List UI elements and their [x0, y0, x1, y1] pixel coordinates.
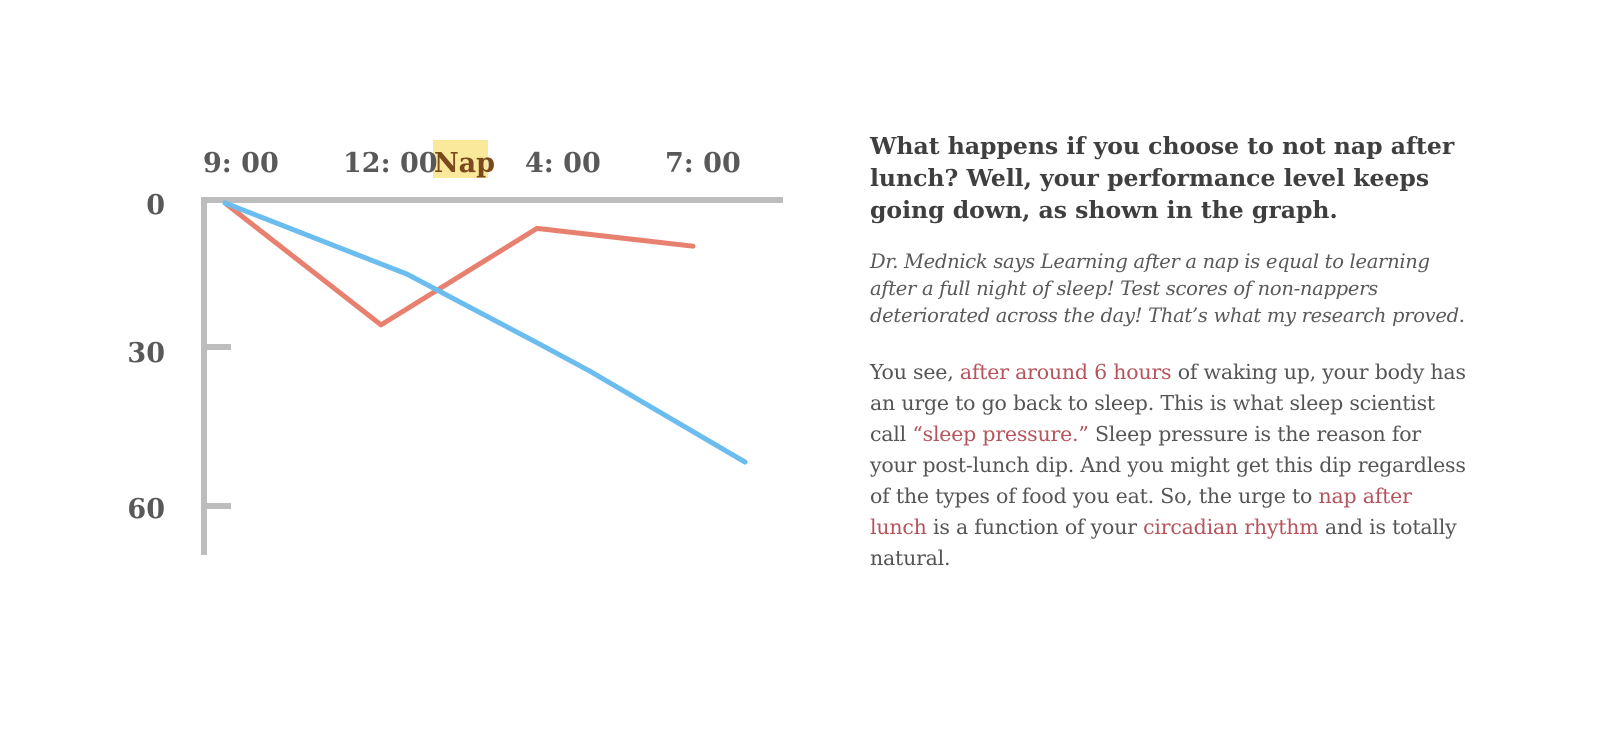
body-text: and is totally natural. [870, 515, 1457, 570]
sleep-pressure-link[interactable]: “sleep pressure.” [912, 422, 1089, 446]
circadian-rhythm-link[interactable]: circadian rhythm [1143, 515, 1319, 539]
nap-series-line [222, 200, 696, 328]
x-tick-label: 7: 00 [665, 148, 741, 179]
body-text: You see, [870, 360, 960, 384]
y-tick-label: 30 [127, 338, 165, 369]
body-text: is a function of your [926, 515, 1144, 539]
after-6-hours-link[interactable]: after around 6 hours [959, 360, 1172, 384]
body-text: of waking up, your body has an urge to g… [870, 360, 1466, 446]
quote: Dr. Mednick says Learning after a nap is… [870, 250, 1465, 327]
text-column: What happens if you choose to not nap af… [870, 130, 1470, 574]
performance-chart: 9: 00 12: 00 Nap 4: 00 7: 00 0 30 60 [127, 140, 783, 555]
nap-after-lunch-link[interactable]: nap after lunch [870, 484, 1412, 539]
x-tick-label-nap: Nap [434, 148, 495, 179]
x-tick-label: 12: 00 [343, 148, 438, 179]
y-tick-label: 60 [127, 494, 165, 525]
nap-highlight [433, 140, 488, 178]
y-tick-label: 0 [146, 190, 165, 221]
series-layer [222, 200, 748, 465]
body-paragraph: You see, after around 6 hours of waking … [870, 357, 1470, 574]
x-tick-label: 4: 00 [525, 148, 601, 179]
body-text: Sleep pressure is the reason for your po… [870, 422, 1466, 508]
no-nap-series-line [222, 200, 748, 465]
headline: What happens if you choose to not nap af… [870, 132, 1455, 224]
x-tick-label: 9: 00 [203, 148, 279, 179]
